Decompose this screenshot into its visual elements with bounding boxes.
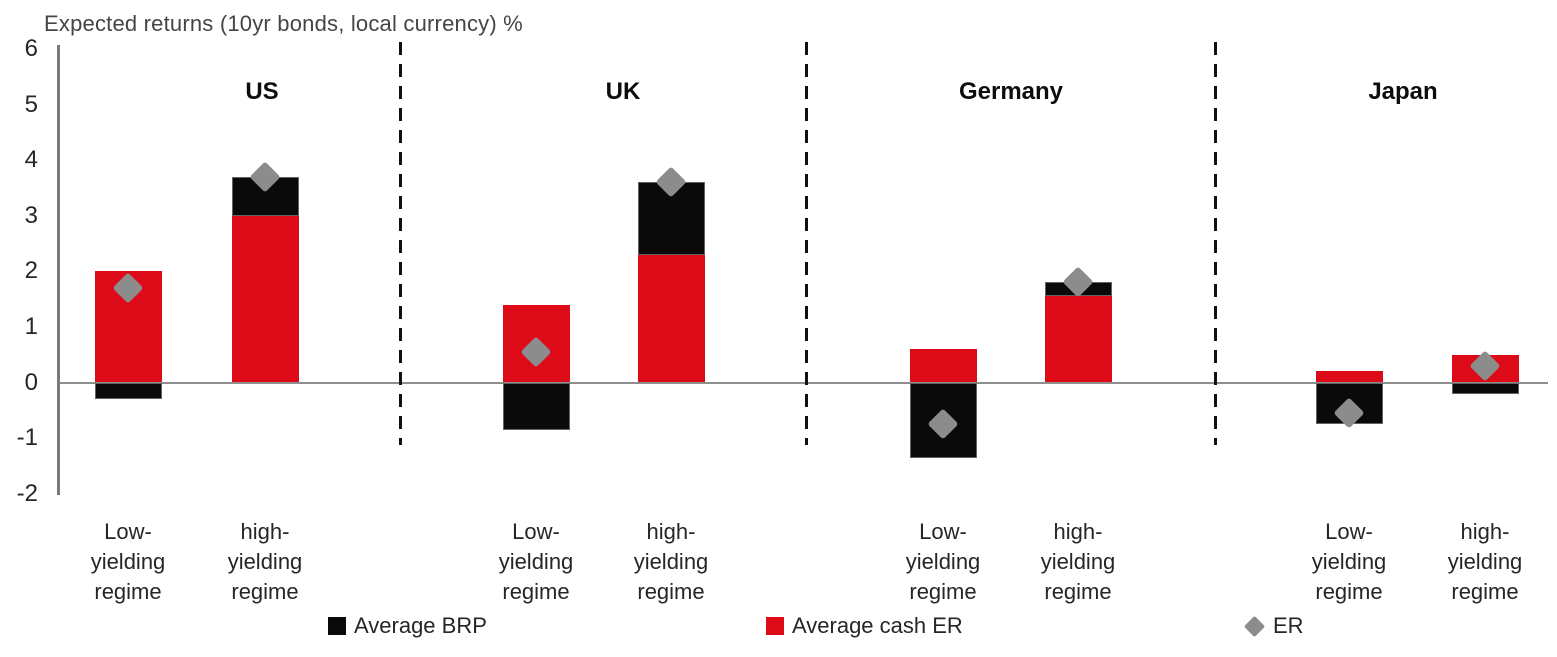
- x-tick-label-line: regime: [1315, 579, 1383, 604]
- x-tick-label: high-yielding regime: [998, 517, 1158, 607]
- x-tick-label-line: regime: [502, 579, 570, 604]
- x-tick-label-line: high-: [240, 519, 290, 544]
- legend-item-average-cash-er: Average cash ER: [766, 612, 963, 640]
- x-tick-label: Low-yielding regime: [456, 517, 616, 607]
- x-tick-label-line: regime: [1451, 579, 1519, 604]
- bar-cash-er-segment: [231, 215, 299, 383]
- bar-cash-er-segment: [1315, 371, 1383, 383]
- average-brp-swatch-icon: [328, 617, 346, 635]
- x-tick-label-line: yielding: [1311, 549, 1387, 574]
- x-tick-label-line: yielding: [90, 549, 166, 574]
- chart-title: Expected returns (10yr bonds, local curr…: [44, 11, 523, 36]
- legend-label-average-brp: Average BRP: [354, 613, 487, 638]
- group-separator-line: [1214, 42, 1217, 445]
- bar-cash-er-segment: [1044, 296, 1112, 383]
- y-tick-label: -1: [16, 424, 38, 452]
- y-tick-label: 4: [24, 146, 38, 174]
- legend-label-average-cash-er: Average cash ER: [792, 613, 963, 638]
- bar-brp-segment: [94, 382, 162, 400]
- x-tick-label-line: regime: [231, 579, 299, 604]
- group-label-japan: Japan: [1368, 78, 1438, 105]
- y-tick-label: 3: [24, 201, 38, 229]
- y-tick-label: -2: [16, 479, 38, 507]
- group-separator-line: [399, 42, 402, 445]
- bar-cash-er-segment: [909, 349, 977, 383]
- x-tick-label: Low-yielding regime: [48, 517, 208, 607]
- legend-label-er: ER: [1273, 613, 1304, 638]
- group-separator-line: [805, 42, 808, 445]
- x-tick-label-line: yielding: [1447, 549, 1523, 574]
- group-label-uk: UK: [605, 78, 641, 105]
- x-tick-label-line: yielding: [1040, 549, 1116, 574]
- x-tick-label-line: Low-: [512, 519, 560, 544]
- x-tick-label: Low-yielding regime: [863, 517, 1023, 607]
- legend-item-average-brp: Average BRP: [328, 612, 487, 640]
- x-tick-label: high-yielding regime: [591, 517, 751, 607]
- x-tick-label: Low-yielding regime: [1269, 517, 1429, 607]
- x-tick-label-line: high-: [646, 519, 696, 544]
- x-tick-label-line: yielding: [905, 549, 981, 574]
- y-tick-label: 2: [24, 257, 38, 285]
- x-tick-label-line: yielding: [633, 549, 709, 574]
- group-label-germany: Germany: [958, 78, 1064, 105]
- er-diamond-swatch-icon: [1243, 615, 1266, 637]
- bar-cash-er-segment: [637, 254, 705, 383]
- x-tick-label-line: regime: [94, 579, 162, 604]
- x-tick-label-line: Low-: [919, 519, 967, 544]
- group-label-us: US: [245, 78, 279, 105]
- legend-item-er: ER: [1243, 612, 1304, 640]
- x-tick-label: high-yielding regime: [1405, 517, 1557, 607]
- average-cash-er-swatch-icon: [766, 617, 784, 635]
- bar-brp-segment: [502, 382, 570, 430]
- x-tick-label-line: regime: [1044, 579, 1112, 604]
- x-tick-label-line: regime: [909, 579, 977, 604]
- x-tick-label-line: yielding: [227, 549, 303, 574]
- bar-brp-segment: [1451, 382, 1519, 394]
- x-tick-label-line: high-: [1460, 519, 1510, 544]
- x-tick-label-line: yielding: [498, 549, 574, 574]
- y-tick-label: 5: [24, 90, 38, 118]
- y-tick-label: 1: [24, 312, 38, 340]
- y-axis: [57, 45, 60, 495]
- x-tick-label-line: high-: [1053, 519, 1103, 544]
- y-tick-label: 6: [24, 34, 38, 62]
- x-tick-label-line: Low-: [1325, 519, 1373, 544]
- x-tick-label: high-yielding regime: [185, 517, 345, 607]
- x-tick-label-line: Low-: [104, 519, 152, 544]
- y-tick-label: 0: [24, 368, 38, 396]
- x-tick-label-line: regime: [637, 579, 705, 604]
- zero-gridline: [57, 381, 1548, 384]
